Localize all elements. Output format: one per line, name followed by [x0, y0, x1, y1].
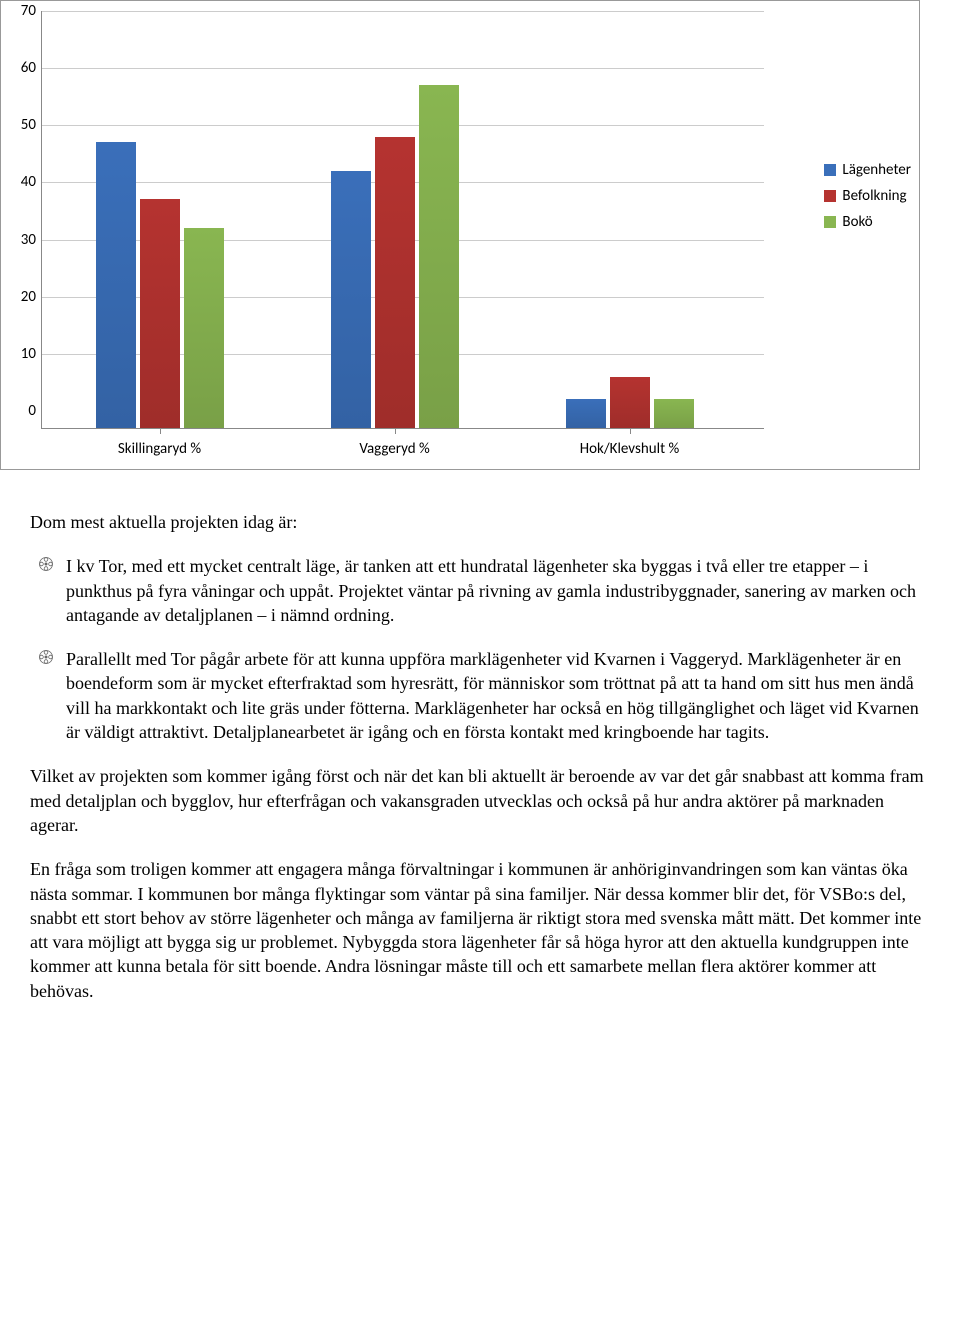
- legend-swatch: [824, 190, 836, 202]
- bullet-list: I kv Tor, med ett mycket centralt läge, …: [30, 554, 930, 744]
- legend-swatch: [824, 216, 836, 228]
- y-tick-label: 0: [0, 402, 36, 420]
- bar: [419, 85, 459, 428]
- y-tick-label: 70: [0, 2, 36, 20]
- legend-label: Bokö: [842, 213, 872, 231]
- bullet-text: Parallellt med Tor pågår arbete för att …: [66, 649, 919, 742]
- bar: [566, 399, 606, 428]
- chart-legend: Lägenheter Befolkning Bokö: [824, 161, 911, 239]
- y-tick-label: 10: [0, 345, 36, 363]
- x-category-label: Vaggeryd %: [359, 440, 429, 458]
- x-category-label: Hok/Klevshult %: [580, 440, 679, 458]
- flower-icon: [38, 556, 54, 572]
- legend-item: Bokö: [824, 213, 911, 231]
- bar: [184, 228, 224, 428]
- bar: [654, 399, 694, 428]
- legend-label: Lägenheter: [842, 161, 911, 179]
- legend-label: Befolkning: [842, 187, 906, 205]
- body-paragraph: En fråga som troligen kommer att engager…: [30, 857, 930, 1003]
- bar: [375, 137, 415, 428]
- legend-item: Lägenheter: [824, 161, 911, 179]
- x-category-label: Skillingaryd %: [118, 440, 201, 458]
- flower-icon: [38, 649, 54, 665]
- body-paragraph: Vilket av projekten som kommer igång för…: [30, 764, 930, 837]
- bar-chart: Skillingaryd %Vaggeryd %Hok/Klevshult % …: [0, 0, 920, 470]
- intro-paragraph: Dom mest aktuella projekten idag är:: [30, 510, 930, 534]
- legend-item: Befolkning: [824, 187, 911, 205]
- bullet-item: I kv Tor, med ett mycket centralt läge, …: [30, 554, 930, 627]
- bullet-text: I kv Tor, med ett mycket centralt läge, …: [66, 556, 916, 625]
- y-tick-label: 60: [0, 59, 36, 77]
- document-body: Dom mest aktuella projekten idag är: I k…: [0, 510, 960, 1053]
- bar: [610, 377, 650, 428]
- y-tick-label: 30: [0, 231, 36, 249]
- y-tick-label: 50: [0, 116, 36, 134]
- legend-swatch: [824, 164, 836, 176]
- bullet-item: Parallellt med Tor pågår arbete för att …: [30, 647, 930, 744]
- bar: [331, 171, 371, 428]
- y-tick-label: 20: [0, 288, 36, 306]
- y-tick-label: 40: [0, 173, 36, 191]
- bar: [140, 199, 180, 428]
- bar: [96, 142, 136, 428]
- chart-plot-area: Skillingaryd %Vaggeryd %Hok/Klevshult %: [41, 11, 764, 429]
